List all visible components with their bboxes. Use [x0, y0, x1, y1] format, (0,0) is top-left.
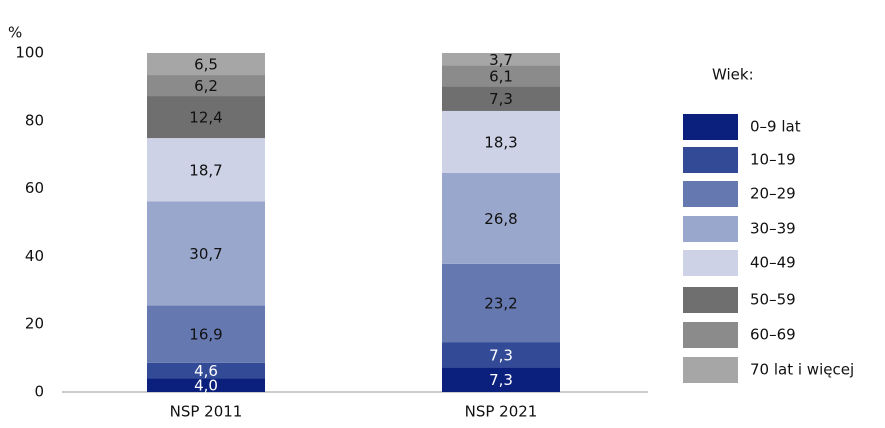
bar-segment — [442, 65, 560, 87]
bar-segment — [147, 362, 265, 379]
bar-segment — [442, 86, 560, 111]
data-label: 26,8 — [484, 210, 517, 228]
bar-segment — [147, 138, 265, 202]
legend-label: 30–39 — [750, 220, 796, 238]
legend-swatch — [683, 114, 738, 140]
legend-title: Wiek: — [712, 66, 754, 84]
data-label: 6,5 — [194, 56, 218, 74]
bar-segment — [147, 75, 265, 97]
legend-label: 70 lat i więcej — [750, 361, 854, 379]
legend-swatch — [683, 322, 738, 348]
bar-segment — [442, 263, 560, 343]
bar-segment — [147, 96, 265, 139]
bar-segment — [442, 367, 560, 392]
data-label: 4,0 — [194, 377, 218, 395]
data-label: 18,7 — [189, 161, 222, 179]
y-tick-label: 20 — [25, 315, 44, 333]
bar-segment — [147, 53, 265, 76]
legend-label: 20–29 — [750, 185, 796, 203]
data-label: 16,9 — [189, 326, 222, 344]
y-tick-label: 100 — [15, 44, 44, 62]
legend-label: 40–49 — [750, 254, 796, 272]
bar-segment — [147, 378, 265, 392]
bar-segment — [147, 201, 265, 306]
x-tick-label: NSP 2021 — [465, 403, 538, 421]
y-tick-label: 0 — [34, 383, 44, 401]
data-label: 4,6 — [194, 362, 218, 380]
legend-label: 60–69 — [750, 326, 796, 344]
legend-swatch — [683, 147, 738, 173]
y-tick-label: 80 — [25, 111, 44, 129]
data-label: 6,2 — [194, 77, 218, 95]
data-label: 3,7 — [489, 51, 513, 69]
legend-swatch — [683, 250, 738, 276]
data-label: 7,3 — [489, 346, 513, 364]
bar-segment — [147, 305, 265, 363]
legend-label: 0–9 lat — [750, 118, 801, 136]
legend-swatch — [683, 287, 738, 313]
bar-segment — [442, 173, 560, 264]
data-label: 7,3 — [489, 90, 513, 108]
data-label: 12,4 — [189, 109, 222, 127]
data-label: 30,7 — [189, 245, 222, 263]
y-tick-label: 60 — [25, 179, 44, 197]
bar-segment — [442, 342, 560, 368]
y-axis-label: % — [8, 24, 22, 42]
x-tick-label: NSP 2011 — [170, 403, 243, 421]
bar-segment — [442, 110, 560, 174]
legend-swatch — [683, 181, 738, 207]
data-label: 23,2 — [484, 295, 517, 313]
legend-label: 10–19 — [750, 151, 796, 169]
data-label: 18,3 — [484, 133, 517, 151]
y-tick-label: 40 — [25, 247, 44, 265]
legend-swatch — [683, 357, 738, 383]
legend-swatch — [683, 216, 738, 242]
bar-segment — [442, 53, 560, 66]
data-label: 6,1 — [489, 67, 513, 85]
data-label: 7,3 — [489, 371, 513, 389]
legend-label: 50–59 — [750, 291, 796, 309]
